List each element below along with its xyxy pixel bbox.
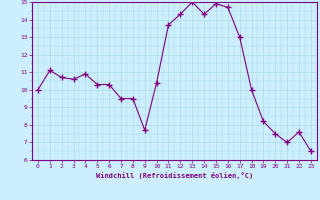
- X-axis label: Windchill (Refroidissement éolien,°C): Windchill (Refroidissement éolien,°C): [96, 172, 253, 179]
